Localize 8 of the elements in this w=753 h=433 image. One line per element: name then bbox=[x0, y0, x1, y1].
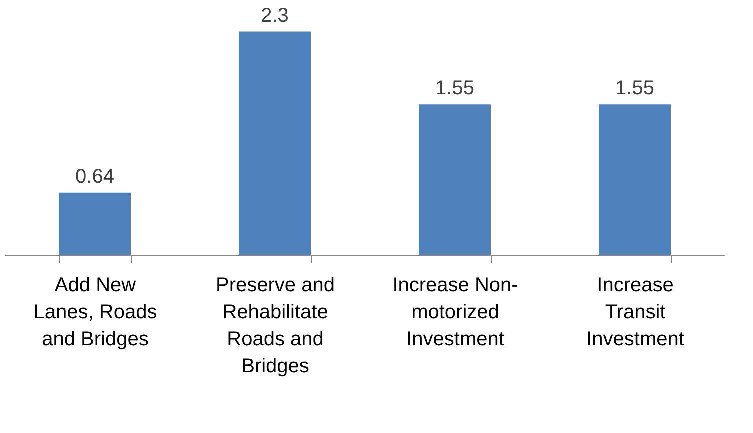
x-tick-label: Increase Non-motorized Investment bbox=[392, 274, 518, 350]
x-tick-label: Add New Lanes, Roads and Bridges bbox=[34, 274, 158, 350]
x-tick-label: Preserve and Rehabilitate Roads and Bridges bbox=[216, 274, 335, 378]
data-label: 1.55 bbox=[616, 78, 654, 100]
data-label: 0.64 bbox=[76, 166, 114, 188]
x-tick-label: Increase Transit Investment bbox=[586, 274, 685, 350]
data-label: 1.55 bbox=[436, 78, 474, 100]
data-label: 2.3 bbox=[261, 4, 289, 27]
